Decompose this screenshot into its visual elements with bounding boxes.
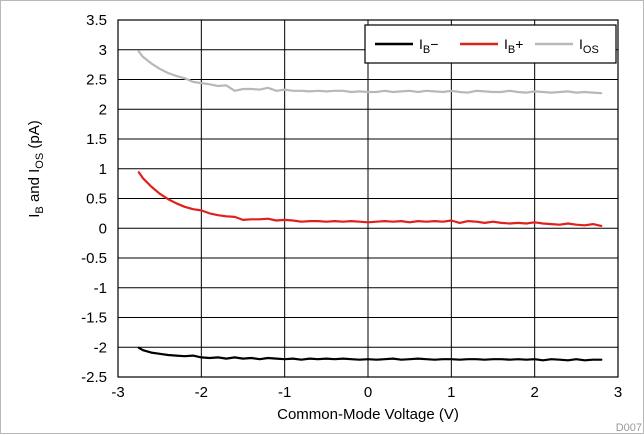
y-tick-label: -1.5 [81, 310, 107, 327]
x-axis-title: Common-Mode Voltage (V) [277, 406, 459, 423]
legend-label: IB+ [504, 36, 523, 56]
y-tick-label: -1 [94, 280, 107, 297]
x-tick-labels: -3 -2 -1 0 1 2 3 [111, 384, 622, 401]
series-line [137, 50, 603, 95]
y-tick-label: 1 [99, 161, 107, 178]
series-line [137, 346, 603, 362]
y-axis-title: IB and IOS (pA) [26, 120, 46, 217]
y-tick-label: 1.5 [86, 131, 107, 148]
y-tick-label: 3 [99, 42, 107, 59]
grid [118, 20, 618, 377]
y-tick-label: -0.5 [81, 250, 107, 267]
series-line [137, 171, 603, 227]
x-tick-label: 2 [530, 384, 538, 401]
figure-id: D007 [616, 422, 642, 434]
y-tick-labels: -2.5 -2 -1.5 -1 -0.5 0 0.5 1 1.5 2 2.5 3 3.5 [81, 12, 107, 386]
y-tick-label: 2 [99, 101, 107, 118]
series-lines [137, 50, 603, 362]
x-tick-label: -2 [195, 384, 208, 401]
y-tick-label: -2 [94, 339, 107, 356]
x-tick-label: 3 [614, 384, 622, 401]
legend-entries: IB− IB+ IOS [375, 36, 599, 56]
plot-area-frame [117, 19, 619, 378]
x-tick-label: 0 [364, 384, 372, 401]
legend-label: IOS [579, 36, 599, 56]
y-tick-label: 3.5 [86, 12, 107, 29]
x-tick-label: 1 [447, 384, 455, 401]
legend-label: IB− [419, 36, 438, 56]
y-tick-label: -2.5 [81, 369, 107, 386]
y-tick-label: 0 [99, 220, 107, 237]
x-tick-label: -3 [111, 384, 124, 401]
y-tick-label: 2.5 [86, 72, 107, 89]
y-tick-label: 0.5 [86, 191, 107, 208]
chart-legend: IB− IB+ IOS [364, 24, 617, 64]
x-tick-label: -1 [278, 384, 291, 401]
